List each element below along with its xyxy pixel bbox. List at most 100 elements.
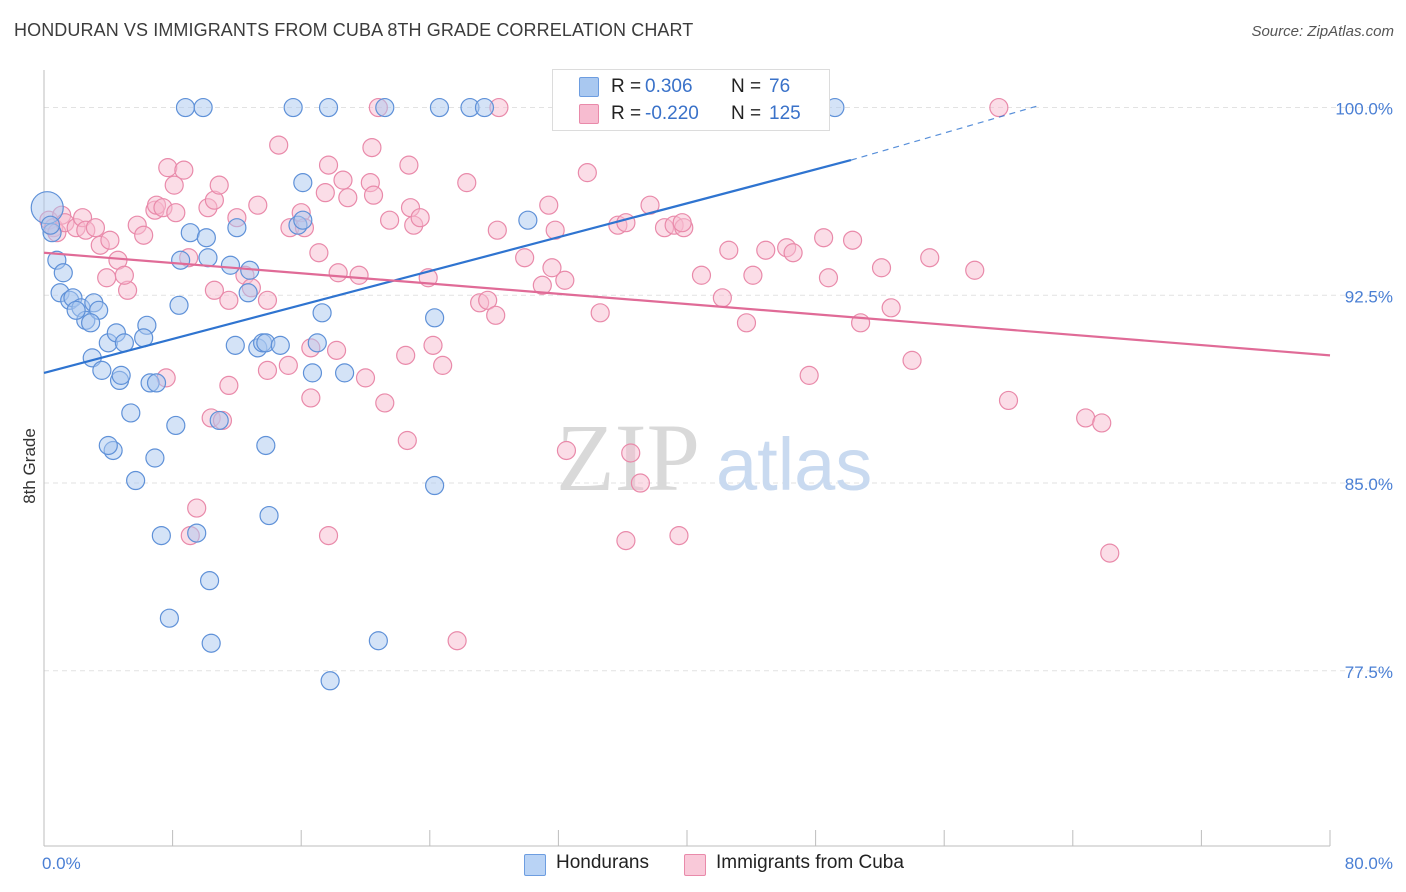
cuba-point xyxy=(542,258,562,278)
cuba-point xyxy=(269,135,289,155)
cuba-point xyxy=(590,303,610,323)
cuba-point xyxy=(362,138,382,158)
cuba-point xyxy=(736,313,757,333)
hondurans-point xyxy=(259,505,279,526)
cuba-point xyxy=(187,498,207,518)
series-cuba-points xyxy=(39,97,1120,651)
cuba-point xyxy=(326,340,347,360)
cuba-point xyxy=(257,360,278,380)
correlation-legend: R = 0.306 N = 76 R = -0.220 N = 125 xyxy=(552,69,830,131)
grid-lines xyxy=(44,107,1394,672)
cuba-point xyxy=(219,290,239,310)
hondurans-point xyxy=(320,671,340,691)
cuba-point xyxy=(616,213,636,233)
cuba-point xyxy=(174,160,194,180)
trend-line-hondurans xyxy=(43,159,852,374)
hondurans-point xyxy=(98,435,118,456)
hondurans-point xyxy=(146,373,167,393)
hondurans-point xyxy=(425,308,445,328)
legend-swatch-cuba xyxy=(684,854,706,876)
cuba-point xyxy=(743,265,763,285)
cuba-point xyxy=(315,183,335,203)
cuba-point xyxy=(309,243,329,263)
watermark: ZIP atlas xyxy=(556,404,872,511)
hondurans-point xyxy=(151,525,171,546)
legend-label-hondurans: Hondurans xyxy=(556,852,649,873)
hondurans-point xyxy=(40,215,61,235)
cuba-point xyxy=(672,213,692,233)
cuba-point xyxy=(355,368,376,388)
hondurans-point xyxy=(368,631,388,651)
hondurans-point xyxy=(220,255,241,275)
source-credit: Source: ZipAtlas.com xyxy=(1251,23,1394,40)
cuba-point xyxy=(616,531,636,551)
cuba-point xyxy=(410,208,430,228)
cuba-point xyxy=(164,175,184,195)
cuba-point xyxy=(166,203,186,223)
cuba-point xyxy=(248,195,268,215)
cuba-point xyxy=(669,525,689,546)
hondurans-point xyxy=(227,218,247,238)
hondurans-point xyxy=(199,571,220,591)
hondurans-point xyxy=(209,410,229,431)
hondurans-point xyxy=(81,313,101,333)
cuba-point xyxy=(338,188,358,208)
cuba-point xyxy=(158,158,178,178)
hondurans-point xyxy=(198,248,218,268)
legend-r-label: R = xyxy=(611,103,642,124)
hondurans-point xyxy=(225,335,245,355)
cuba-point xyxy=(399,155,419,175)
trend-lines xyxy=(43,104,1331,374)
hondurans-point xyxy=(193,97,213,118)
cuba-point xyxy=(487,220,507,240)
hondurans-point xyxy=(302,363,323,383)
cuba-point xyxy=(814,228,834,248)
hondurans-point xyxy=(169,295,189,315)
cuba-point xyxy=(318,155,339,175)
cuba-point xyxy=(555,270,575,290)
hondurans-point xyxy=(518,210,538,230)
cuba-point xyxy=(556,440,577,461)
legend-n-label: N = xyxy=(731,76,762,97)
cuba-point xyxy=(318,525,339,546)
cuba-point xyxy=(842,230,863,250)
cuba-point xyxy=(447,631,467,651)
hondurans-point xyxy=(145,448,165,468)
hondurans-point xyxy=(293,210,313,230)
hondurans-point xyxy=(111,365,131,385)
watermark-atlas: atlas xyxy=(716,423,872,506)
cuba-point xyxy=(375,393,395,413)
cuba-point xyxy=(965,260,985,280)
cuba-point xyxy=(1092,413,1112,433)
cuba-point xyxy=(380,210,400,230)
hondurans-point xyxy=(425,475,445,496)
cuba-point xyxy=(349,265,369,285)
legend-swatch-blue xyxy=(579,77,599,97)
cuba-point xyxy=(1100,543,1120,563)
cuba-point xyxy=(799,365,819,385)
hondurans-point xyxy=(159,608,179,628)
x-tick-label-max: 80.0% xyxy=(1345,854,1393,873)
legend-r-value: 0.306 xyxy=(645,76,693,97)
hondurans-point xyxy=(187,523,207,543)
hondurans-point xyxy=(180,223,200,243)
y-tick-label: 85.0% xyxy=(1345,475,1393,494)
cuba-point xyxy=(902,350,922,370)
hondurans-point xyxy=(283,97,303,118)
cuba-point xyxy=(396,345,416,365)
legend-n-label: N = xyxy=(731,103,762,124)
legend-row-hondurans: R = 0.306 N = 76 xyxy=(553,74,829,100)
cuba-point xyxy=(328,263,348,283)
cuba-point xyxy=(1076,408,1096,428)
tick-labels: 77.5% 85.0% 92.5% 100.0% 0.0% 80.0% xyxy=(42,100,1393,873)
y-tick-label: 92.5% xyxy=(1345,287,1393,306)
cuba-point xyxy=(433,355,453,375)
cuba-point xyxy=(577,163,597,183)
cuba-point xyxy=(363,185,384,205)
cuba-point xyxy=(871,258,892,278)
trend-line-cuba xyxy=(43,251,1331,357)
y-tick-label: 100.0% xyxy=(1335,100,1393,119)
cuba-point xyxy=(630,473,650,493)
cuba-point xyxy=(539,195,559,215)
